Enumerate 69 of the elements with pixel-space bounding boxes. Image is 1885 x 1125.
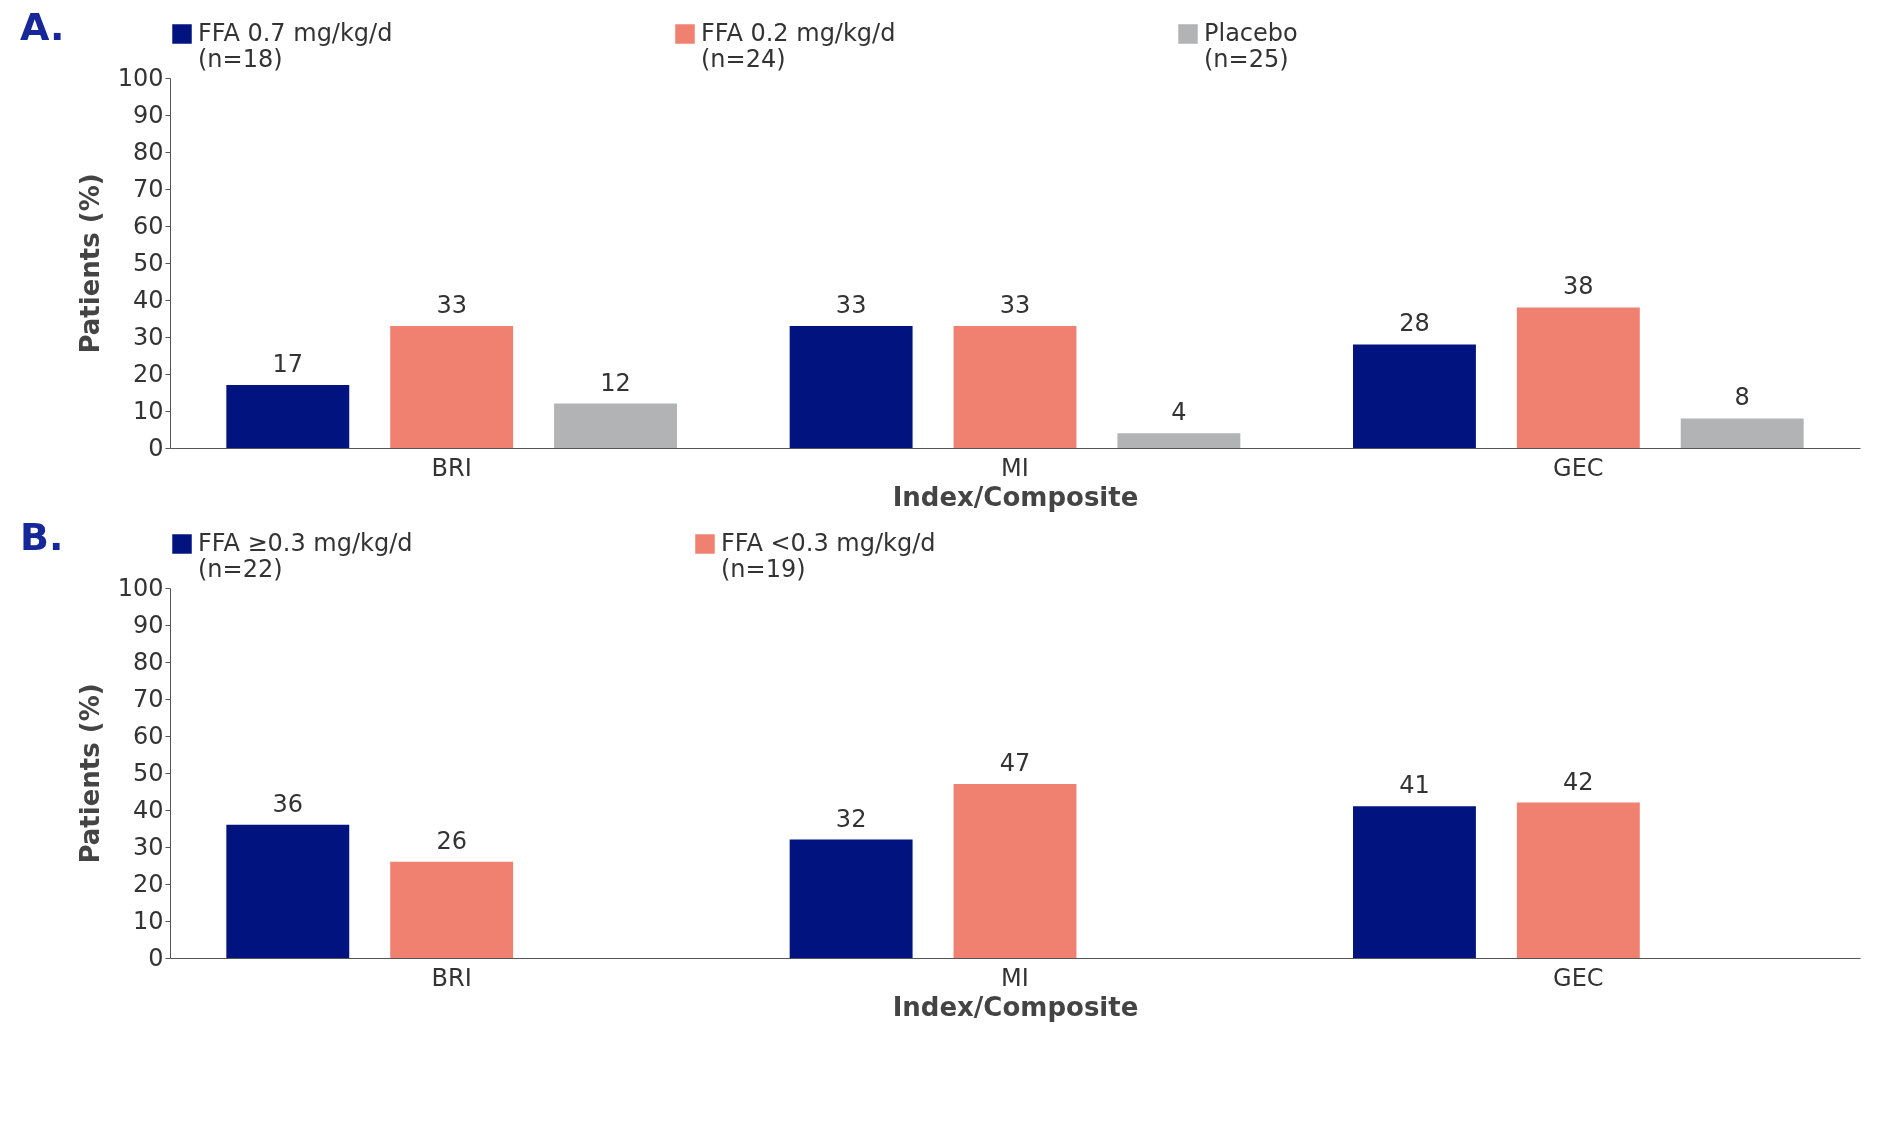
y-tick-label: 10 [132, 906, 164, 935]
y-tick-label: 70 [132, 684, 164, 713]
legend-label: FFA <0.3 mg/kg/d (n=19) [721, 529, 936, 583]
y-tick-label: 60 [132, 721, 164, 750]
y-tick-label: 50 [132, 758, 164, 787]
bar [789, 839, 913, 958]
y-tick-label: 20 [132, 359, 164, 388]
bar [390, 861, 514, 958]
y-tick-label: 10 [132, 396, 164, 425]
data-label: 33 [436, 290, 467, 319]
x-tick-label: BRI [431, 453, 472, 482]
bar [953, 784, 1077, 958]
bar [1117, 433, 1241, 448]
legend-label: Placebo (n=25) [1204, 19, 1298, 73]
data-label: 33 [999, 290, 1031, 319]
x-axis-title: Index/Composite [892, 481, 1139, 512]
x-tick-label: MI [1001, 963, 1029, 992]
chart-title: B. [20, 515, 64, 559]
data-label: 12 [600, 368, 631, 397]
y-tick-label: 20 [132, 869, 164, 898]
bar [226, 385, 350, 448]
y-axis-title: Patients (%) [74, 173, 105, 354]
data-label: 42 [1563, 767, 1594, 796]
y-tick-label: 40 [132, 285, 164, 314]
y-tick-label: 90 [132, 100, 164, 129]
bar [554, 403, 677, 448]
y-tick-label: 90 [132, 610, 164, 639]
bar [226, 824, 350, 958]
bar [1353, 344, 1476, 448]
y-axis-title: Patients (%) [74, 683, 105, 864]
y-tick-label: 30 [132, 832, 164, 861]
data-label: 32 [835, 804, 867, 833]
y-tick-label: 100 [117, 63, 164, 92]
y-tick-label: 50 [132, 248, 164, 277]
data-label: 41 [1399, 771, 1430, 800]
x-tick-label: GEC [1553, 453, 1604, 482]
bar [1353, 806, 1476, 958]
data-label: 28 [1399, 309, 1430, 338]
bar [1516, 802, 1640, 958]
y-tick-label: 70 [132, 174, 164, 203]
data-label: 26 [436, 826, 467, 855]
data-label: 47 [999, 749, 1031, 778]
data-label: 4 [1171, 398, 1187, 427]
y-tick-label: 30 [132, 322, 164, 351]
x-axis-title: Index/Composite [892, 991, 1139, 1022]
chart-title: A. [20, 5, 65, 49]
y-tick-label: 80 [132, 137, 164, 166]
x-tick-label: GEC [1553, 963, 1604, 992]
data-label: 38 [1563, 272, 1594, 301]
data-label: 33 [835, 290, 867, 319]
legend-label: FFA 0.7 mg/kg/d (n=18) [198, 19, 393, 73]
bar [953, 325, 1077, 448]
y-tick-label: 80 [132, 647, 164, 676]
bar [1680, 418, 1804, 448]
data-label: 36 [272, 789, 304, 818]
legend-label: FFA ≥0.3 mg/kg/d (n=22) [198, 529, 413, 583]
legend-label: FFA 0.2 mg/kg/d (n=24) [701, 19, 896, 73]
y-tick-label: 60 [132, 211, 164, 240]
x-tick-label: BRI [431, 963, 472, 992]
y-tick-label: 0 [148, 943, 164, 972]
bar [390, 325, 514, 448]
bar [1516, 307, 1640, 448]
y-tick-label: 100 [117, 573, 164, 602]
y-tick-label: 40 [132, 795, 164, 824]
data-label: 8 [1734, 383, 1750, 412]
bar [789, 325, 913, 448]
data-label: 17 [272, 350, 304, 379]
y-tick-label: 0 [148, 433, 164, 462]
x-tick-label: MI [1001, 453, 1029, 482]
